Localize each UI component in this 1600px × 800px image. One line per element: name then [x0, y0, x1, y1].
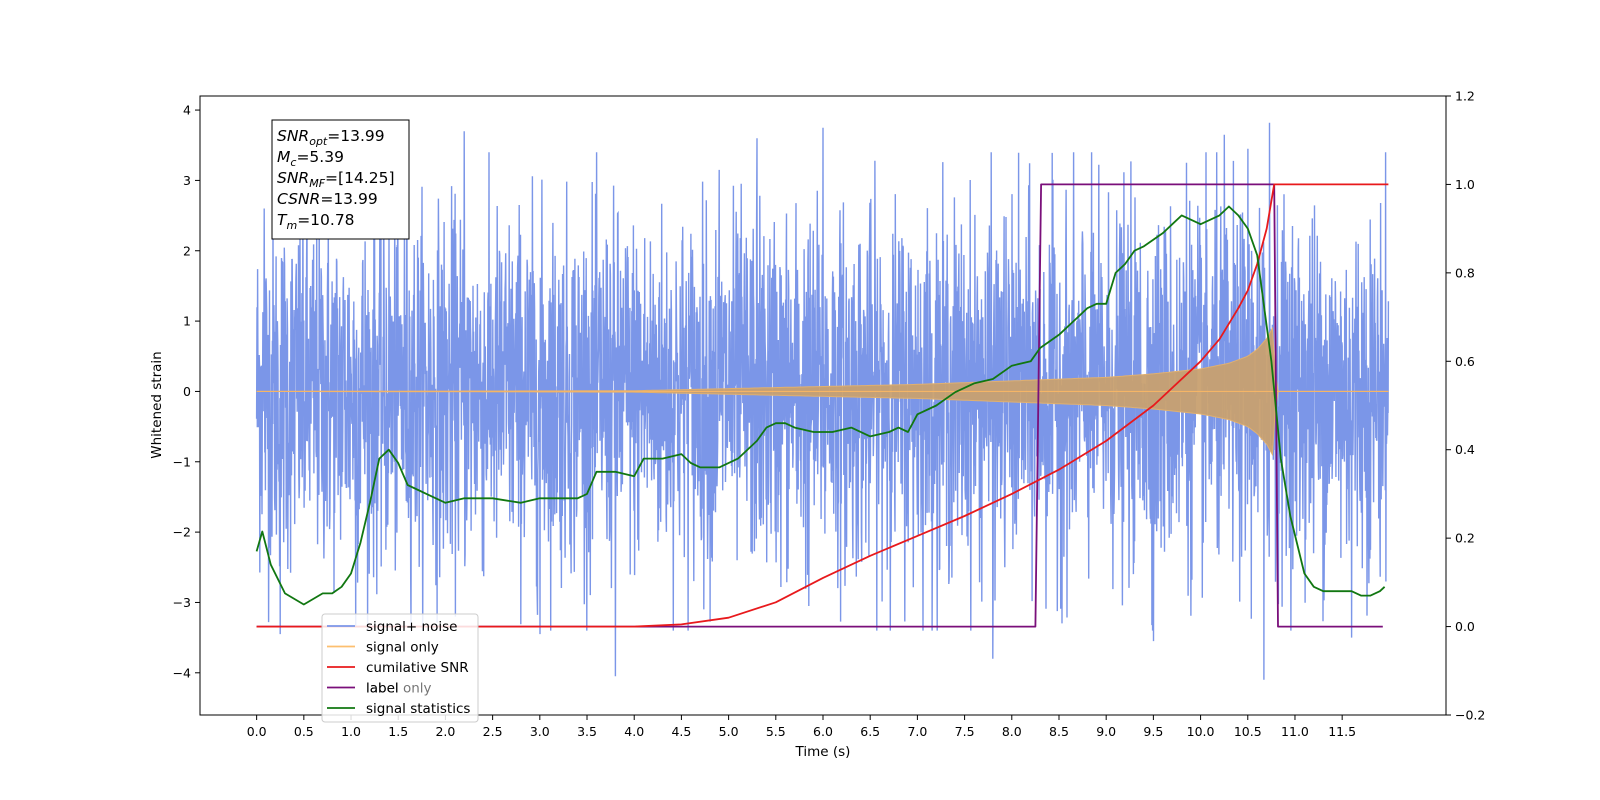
x-tick-label: 11.0: [1281, 724, 1309, 739]
y-tick-label: −4: [173, 665, 191, 680]
x-tick-label: 7.5: [955, 724, 975, 739]
annotation-line: SNRopt=13.99: [277, 127, 385, 148]
y-axis-left: −4 −3 −2 −1 0 1 2 3 4: [173, 103, 200, 680]
y-tick-label: −3: [173, 595, 191, 610]
annotation-line: SNRMF=[14.25]: [277, 169, 395, 190]
legend-label: label: [366, 681, 399, 697]
x-tick-label: 8.5: [1049, 724, 1069, 739]
legend-label: signal only: [366, 640, 439, 656]
y-tick-label: −2: [173, 525, 191, 540]
y-axis-right: −0.2 0.0 0.2 0.4 0.6 0.8 1.0 1.2: [1446, 89, 1485, 723]
x-tick-label: 11.5: [1328, 724, 1356, 739]
x-tick-label: 1.5: [388, 724, 408, 739]
y-axis-title: Whitened strain: [149, 351, 165, 458]
x-axis-title: Time (s): [795, 744, 851, 760]
x-tick-label: 5.5: [766, 724, 786, 739]
legend-label: signal+ noise: [366, 619, 457, 635]
y2-tick-label: 0.0: [1455, 619, 1475, 634]
x-tick-label: 3.5: [577, 724, 597, 739]
y2-tick-label: 0.8: [1455, 265, 1475, 280]
y2-tick-label: 0.4: [1455, 442, 1475, 457]
legend-label: signal statistics: [366, 701, 470, 717]
x-tick-label: 10.5: [1234, 724, 1262, 739]
x-tick-label: 8.0: [1002, 724, 1022, 739]
x-tick-label: 5.0: [719, 724, 739, 739]
annotation-line: CSNR=13.99: [277, 190, 378, 208]
x-tick-label: 4.0: [624, 724, 644, 739]
signal-noise-series: [255, 122, 1390, 680]
x-tick-label: 9.5: [1143, 724, 1163, 739]
plot-area: [255, 122, 1390, 680]
y2-tick-label: −0.2: [1455, 708, 1485, 723]
annotation-line: Tm=10.78: [277, 211, 355, 232]
annotation-line: Mc=5.39: [277, 148, 344, 169]
legend-ghost-label: label only: [366, 681, 432, 697]
signal-only-series: [256, 326, 1389, 457]
y-tick-label: 3: [183, 173, 191, 188]
y-tick-label: 0: [183, 384, 191, 399]
y2-tick-label: 1.0: [1455, 177, 1475, 192]
y-tick-label: 4: [183, 103, 191, 118]
x-tick-label: 0.0: [247, 724, 267, 739]
annotation-box: SNRopt=13.99Mc=5.39SNRMF=[14.25]CSNR=13.…: [271, 119, 410, 240]
x-tick-label: 4.5: [671, 724, 691, 739]
x-axis: 0.0 0.5 1.0 1.5 2.0 2.5 3.0 3.5 4.0 4.5 5.0 5.5 6.0 6…: [247, 715, 1356, 739]
y2-tick-label: 0.6: [1455, 354, 1475, 369]
x-tick-label: 6.0: [813, 724, 833, 739]
legend-label: cumilative SNR: [366, 660, 469, 676]
series-line-label: [256, 183, 1383, 628]
y-tick-label: −1: [173, 454, 191, 469]
x-tick-label: 1.0: [341, 724, 361, 739]
x-tick-label: 9.0: [1096, 724, 1116, 739]
series-line-cumilative-snr: [256, 183, 1389, 628]
x-tick-label: 10.0: [1187, 724, 1215, 739]
x-tick-label: 2.0: [435, 724, 455, 739]
y-tick-label: 2: [183, 243, 191, 258]
x-tick-label: 0.5: [294, 724, 314, 739]
x-tick-label: 3.0: [530, 724, 550, 739]
line-series-group: [255, 183, 1389, 628]
y-tick-label: 1: [183, 314, 191, 329]
series-line-signal-noise: [255, 122, 1390, 680]
x-tick-label: 2.5: [483, 724, 503, 739]
y2-tick-label: 1.2: [1455, 89, 1475, 104]
x-tick-label: 6.5: [860, 724, 880, 739]
legend: signal+ noise signal only cumilative SNR la…: [321, 613, 479, 723]
y2-tick-label: 0.2: [1455, 531, 1475, 546]
series-line-signal-statistics: [255, 205, 1386, 606]
x-tick-label: 7.0: [907, 724, 927, 739]
